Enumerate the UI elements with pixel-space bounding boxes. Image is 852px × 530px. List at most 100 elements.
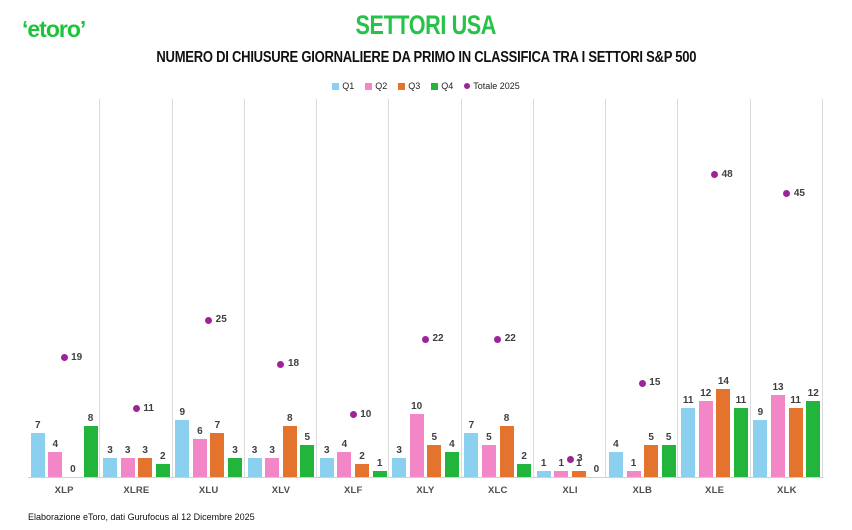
bar-slot: 1 xyxy=(536,458,551,477)
bar-value-label: 3 xyxy=(251,445,258,457)
bar-value-label: 3 xyxy=(324,445,330,457)
bar-slot: 5 xyxy=(481,432,496,477)
total-dot xyxy=(783,190,791,198)
bar-value-label: 12 xyxy=(700,388,712,400)
bar xyxy=(698,401,713,477)
bar xyxy=(444,451,459,477)
bar-slot: 3 xyxy=(120,445,135,477)
x-axis-label: XLC xyxy=(487,485,508,496)
total-dot xyxy=(60,354,68,362)
legend-label: Q3 xyxy=(408,81,421,91)
gridline xyxy=(677,99,678,477)
bar-slot: 5 xyxy=(427,432,442,477)
total-value-label: 3 xyxy=(577,453,583,465)
legend-item: Q3 xyxy=(398,81,420,91)
bar-value-label: 5 xyxy=(304,432,311,444)
gridline xyxy=(172,99,173,477)
category-group: 9 13 11 12 45 XLK xyxy=(751,99,823,496)
total-value-label: 19 xyxy=(71,351,83,363)
category-group: 7 5 8 2 22 XLC xyxy=(462,99,534,496)
x-axis-label: XLY xyxy=(416,485,435,496)
bar-slot: 4 xyxy=(48,438,63,477)
bar-cluster: 3 10 5 4 xyxy=(389,99,461,477)
bar-value-label: 9 xyxy=(179,407,186,419)
bar-slot: 12 xyxy=(698,388,713,477)
total-value-label: 18 xyxy=(287,358,300,370)
total-dot xyxy=(566,455,574,463)
bar-cluster: 9 13 11 12 xyxy=(751,99,823,477)
category-group: 3 10 5 4 22 XLY xyxy=(389,99,461,496)
bar-value-label: 11 xyxy=(735,394,747,406)
bar-value-label: 3 xyxy=(269,445,275,457)
category-group: 9 6 7 3 25 XLU xyxy=(173,99,245,496)
bar-slot: 4 xyxy=(608,439,623,477)
bar-value-label: 4 xyxy=(52,438,59,450)
bar-value-label: 12 xyxy=(807,388,819,400)
bar-value-label: 3 xyxy=(124,445,131,457)
total-dot xyxy=(638,379,646,387)
x-axis-label: XLU xyxy=(198,485,219,496)
legend-item: Q1 xyxy=(332,81,354,91)
bar-value-label: 1 xyxy=(558,457,565,469)
bar xyxy=(319,458,334,477)
bar-slot: 0 xyxy=(66,464,80,477)
bar xyxy=(155,464,170,477)
bar xyxy=(355,464,369,477)
bar-value-label: 2 xyxy=(521,451,527,463)
x-axis-label: XLI xyxy=(562,485,578,496)
bar-slot: 14 xyxy=(716,375,731,477)
x-axis-label: XLV xyxy=(271,485,291,496)
bar-slot: 3 xyxy=(138,445,153,477)
bar xyxy=(753,420,768,477)
legend-label: Q1 xyxy=(342,81,355,91)
bar xyxy=(536,470,551,477)
total-value-label: 22 xyxy=(432,333,444,345)
bar-value-label: 4 xyxy=(341,438,348,450)
bar-slot: 4 xyxy=(444,439,459,477)
bar xyxy=(30,432,45,477)
bar-slot: 8 xyxy=(499,413,514,477)
bar-slot: 11 xyxy=(788,395,803,477)
bar-slot: 7 xyxy=(464,420,479,477)
x-axis-label: XLK xyxy=(777,485,797,496)
bar-slot: 9 xyxy=(175,407,190,477)
bar xyxy=(626,470,641,477)
bar xyxy=(644,445,659,477)
bar-slot: 7 xyxy=(30,419,45,477)
bar-slot: 12 xyxy=(806,388,821,477)
bar-value-label: 3 xyxy=(232,445,238,457)
bar xyxy=(282,426,297,477)
bar-value-label: 7 xyxy=(34,419,41,431)
gridline xyxy=(99,99,100,477)
bar-slot: 1 xyxy=(554,457,569,477)
etoro-logo: ‘etoro’ xyxy=(22,16,86,42)
total-dot xyxy=(349,411,357,419)
total-value-label: 15 xyxy=(649,377,661,389)
bar-value-label: 14 xyxy=(717,375,729,387)
bar xyxy=(427,445,442,477)
bar-slot: 11 xyxy=(733,394,748,477)
bar-value-label: 1 xyxy=(376,457,383,469)
bar-slot: 3 xyxy=(103,445,117,477)
category-group: 3 4 2 1 10 XLF xyxy=(317,99,389,496)
legend-label: Q4 xyxy=(441,81,454,91)
bar-value-label: 5 xyxy=(648,432,654,444)
bar xyxy=(372,470,387,477)
bar-slot: 3 xyxy=(319,445,334,477)
bar xyxy=(409,413,424,477)
bar xyxy=(175,420,190,477)
gridline xyxy=(533,99,534,477)
total-value-label: 22 xyxy=(504,333,516,345)
legend-square-swatch xyxy=(398,82,406,90)
bar xyxy=(481,445,496,477)
bar-slot: 9 xyxy=(753,407,768,477)
category-group: 1 1 1 0 3 XLI xyxy=(534,99,606,496)
total-dot xyxy=(205,316,213,324)
total-value-label: 11 xyxy=(143,402,154,414)
bar xyxy=(103,458,117,477)
bar xyxy=(716,388,731,477)
bar xyxy=(300,445,315,477)
